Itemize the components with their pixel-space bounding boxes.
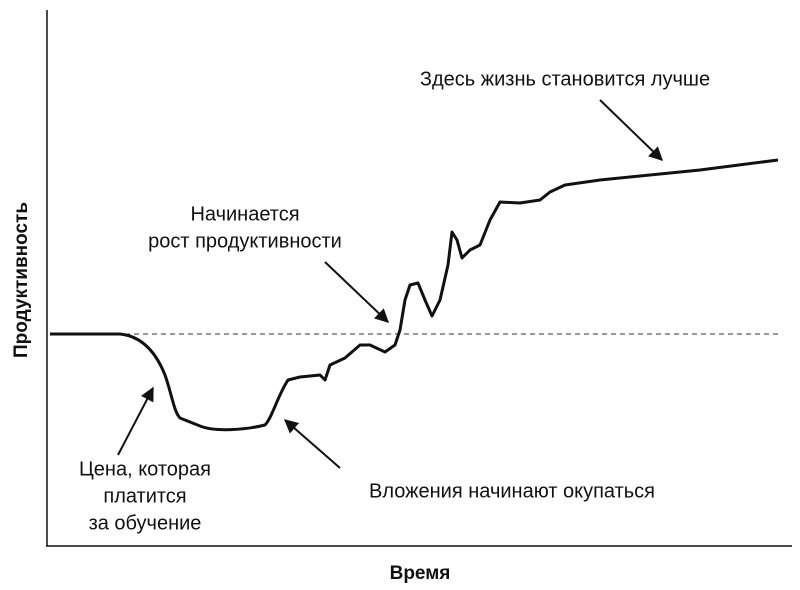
arrow <box>283 419 341 469</box>
annotation: рост продуктивности <box>148 230 342 252</box>
annotation: Цена, которая <box>79 458 211 480</box>
annotation: Вложения начинают окупаться <box>369 480 655 502</box>
annotation: Здесь жизнь становится лучше <box>420 68 710 90</box>
arrow <box>599 99 664 161</box>
productivity-curve <box>50 158 779 432</box>
annotation: платится <box>103 485 186 507</box>
x-axis-label: Время <box>390 563 451 584</box>
arrow <box>324 261 390 323</box>
annotation: за обучение <box>89 512 202 534</box>
y-axis-label: Продуктивность <box>11 202 32 358</box>
arrow <box>117 386 154 456</box>
annotation: Начинается <box>190 203 299 225</box>
